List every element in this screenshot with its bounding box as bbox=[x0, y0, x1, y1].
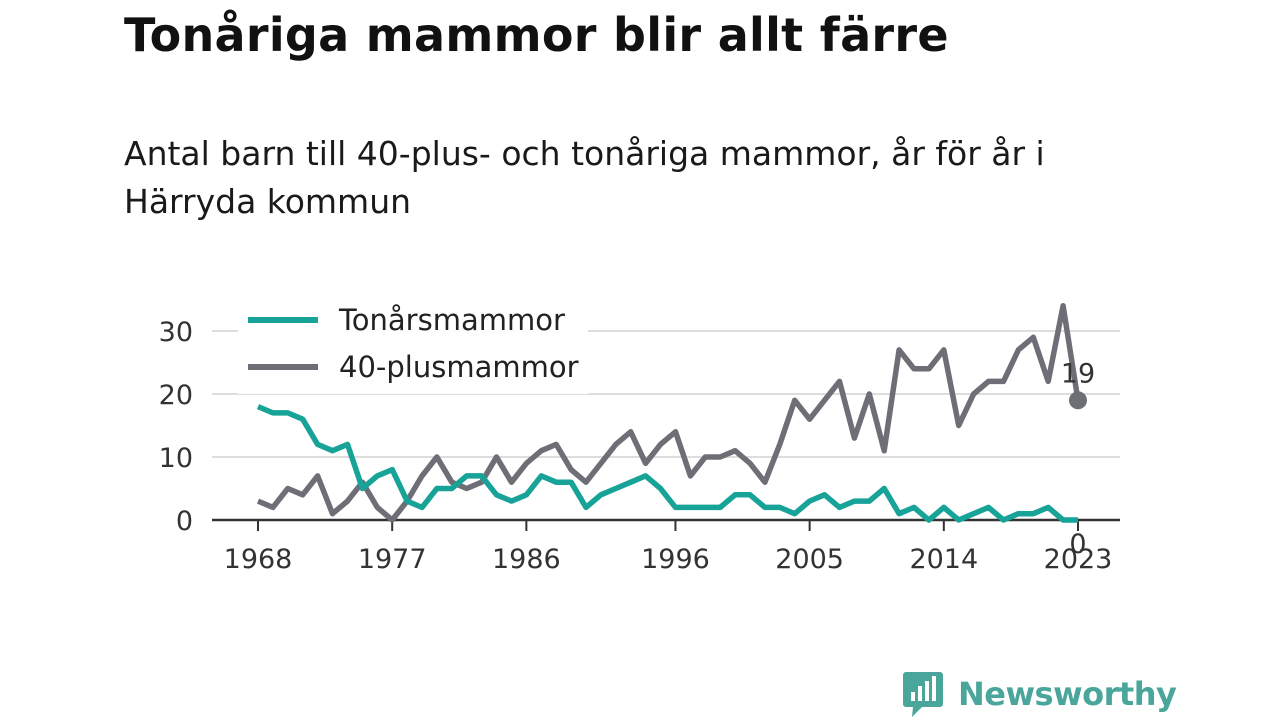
x-tick-label: 2005 bbox=[775, 544, 844, 575]
newsworthy-logo-icon bbox=[903, 672, 943, 717]
x-tick-label: 2023 bbox=[1044, 544, 1113, 575]
y-tick-label: 30 bbox=[159, 317, 193, 348]
brand-name: Newsworthy bbox=[958, 675, 1177, 713]
x-tick-label: 1996 bbox=[641, 544, 710, 575]
x-tick-label: 1986 bbox=[492, 544, 561, 575]
end-point-marker bbox=[1069, 391, 1087, 410]
chart-subtitle: Antal barn till 40-plus- och tonåriga ma… bbox=[124, 134, 1045, 221]
x-tick-label: 1968 bbox=[224, 544, 293, 575]
legend-label: Tonårsmammor bbox=[338, 303, 565, 337]
legend-label: 40-plusmammor bbox=[339, 350, 579, 384]
x-tick-label: 1977 bbox=[358, 544, 427, 575]
legend-background bbox=[238, 296, 588, 394]
end-label-tonarsmammor: 0 bbox=[1069, 529, 1086, 560]
y-tick-label: 10 bbox=[159, 443, 193, 474]
x-tick-label: 2014 bbox=[909, 544, 978, 575]
brand: Newsworthy bbox=[902, 670, 1177, 718]
series-line-tonarsmammor bbox=[256, 404, 1078, 523]
series-line-40-plusmammor bbox=[256, 303, 1081, 523]
end-label-40-plusmammor: 19 bbox=[1061, 358, 1095, 389]
chart-title: Tonåriga mammor blir allt färre bbox=[124, 8, 949, 62]
y-tick-label: 0 bbox=[176, 506, 193, 537]
y-tick-label: 20 bbox=[159, 380, 193, 411]
